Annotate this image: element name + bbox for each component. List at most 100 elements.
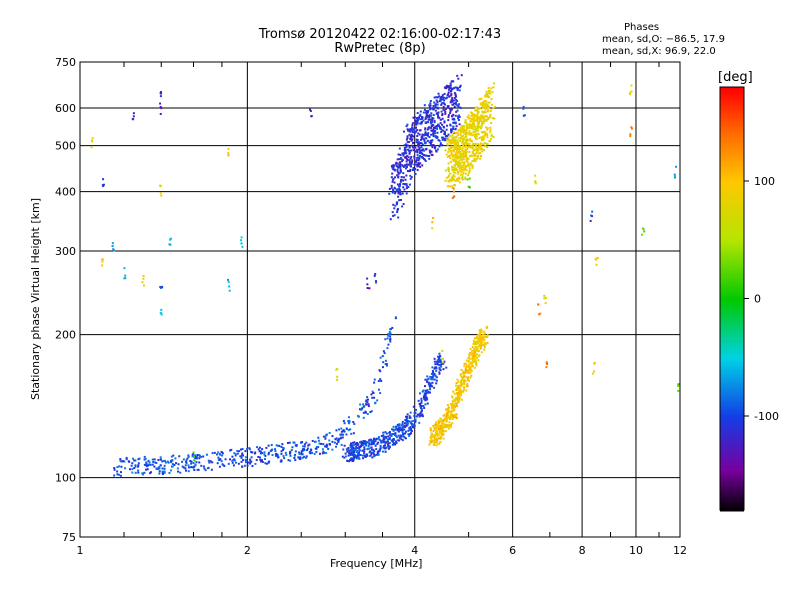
echo-point — [467, 369, 470, 372]
echo-point — [412, 141, 415, 144]
echo-point — [432, 108, 435, 111]
echo-point — [674, 176, 677, 179]
echo-point — [433, 386, 436, 389]
echo-point — [463, 375, 466, 378]
echo-point — [449, 124, 452, 127]
echo-point — [460, 177, 463, 180]
echo-point — [403, 436, 406, 439]
echo-point — [440, 435, 443, 438]
echo-point — [425, 109, 428, 112]
echo-point — [391, 211, 394, 214]
colorbar-segment — [720, 325, 744, 328]
echo-point — [475, 343, 478, 346]
echo-point — [420, 146, 423, 149]
echo-point — [396, 162, 399, 165]
echo-point — [134, 471, 137, 474]
echo-point — [442, 419, 445, 422]
echo-point — [395, 161, 398, 164]
echo-point — [294, 444, 297, 447]
echo-point — [281, 443, 284, 446]
echo-point — [450, 149, 453, 152]
x-tick-label: 2 — [244, 544, 251, 557]
colorbar-segment — [720, 423, 744, 426]
echo-point — [464, 121, 467, 124]
echo-point — [388, 331, 391, 334]
echo-point — [448, 85, 451, 88]
echo-point — [412, 149, 415, 152]
echo-point — [392, 164, 395, 167]
chart-title: Tromsø 20120422 02:16:00-02:17:43 — [258, 27, 502, 42]
echo-point — [244, 450, 247, 453]
echo-point — [475, 363, 478, 366]
echo-point — [476, 347, 479, 350]
echo-point — [297, 456, 300, 459]
echo-point — [479, 344, 482, 347]
echo-point — [401, 435, 404, 438]
echo-point — [480, 339, 483, 342]
echo-point — [389, 340, 392, 343]
echo-point — [131, 118, 134, 121]
echo-point — [244, 460, 247, 463]
colorbar-segment — [720, 409, 744, 412]
echo-point — [404, 151, 407, 154]
echo-point — [447, 423, 450, 426]
echo-point — [459, 164, 462, 167]
echo-point — [377, 437, 380, 440]
echo-point — [264, 462, 267, 465]
echo-point — [464, 164, 467, 167]
echo-point — [481, 114, 484, 117]
echo-point — [409, 421, 412, 424]
echo-point — [469, 371, 472, 374]
echo-point — [280, 452, 283, 455]
echo-point — [482, 138, 485, 141]
echo-point — [456, 169, 459, 172]
echo-point — [398, 171, 401, 174]
echo-point — [486, 109, 489, 112]
echo-point — [293, 454, 296, 457]
echo-point — [391, 166, 394, 169]
echo-point — [367, 398, 370, 401]
echo-point — [430, 372, 433, 375]
echo-point — [451, 145, 454, 148]
echo-point — [420, 414, 423, 417]
echo-point — [437, 428, 440, 431]
echo-point — [423, 158, 426, 161]
echo-point — [478, 137, 481, 140]
echo-point — [245, 459, 248, 462]
echo-point — [449, 415, 452, 418]
echo-point — [379, 447, 382, 450]
echo-point — [483, 118, 486, 121]
echo-point — [398, 184, 401, 187]
echo-point — [471, 164, 474, 167]
colorbar-segment — [720, 331, 744, 334]
colorbar-segment — [720, 391, 744, 394]
echo-point — [400, 427, 403, 430]
echo-point — [389, 328, 392, 331]
echo-point — [345, 427, 348, 430]
echo-point — [407, 140, 410, 143]
colorbar-segment — [720, 283, 744, 286]
echo-point — [486, 136, 489, 139]
colorbar-segment — [720, 329, 744, 332]
echo-point — [433, 145, 436, 148]
echo-point — [466, 379, 469, 382]
echo-point — [236, 452, 239, 455]
echo-point — [394, 440, 397, 443]
echo-point — [468, 365, 471, 368]
echo-point — [451, 80, 454, 83]
echo-point — [455, 404, 458, 407]
echo-point — [485, 107, 488, 110]
echo-point — [90, 146, 93, 149]
echo-point — [483, 134, 486, 137]
echo-point — [468, 169, 471, 172]
echo-point — [453, 405, 456, 408]
echo-point — [484, 102, 487, 105]
echo-point — [469, 376, 472, 379]
echo-point — [324, 435, 327, 438]
colorbar-segment — [720, 175, 744, 178]
echo-point — [116, 466, 119, 469]
echo-point — [376, 399, 379, 402]
echo-point — [448, 95, 451, 98]
echo-point — [350, 444, 353, 447]
colorbar-segment — [720, 151, 744, 154]
